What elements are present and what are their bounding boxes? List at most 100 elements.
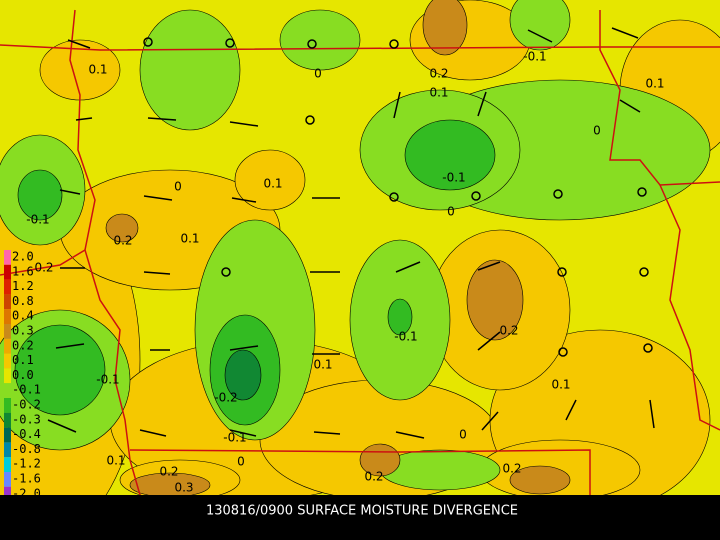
contour-label: -0.1 <box>223 431 246 445</box>
legend-swatch <box>4 412 11 428</box>
contour-label: 0.1 <box>645 77 664 91</box>
station <box>221 267 231 277</box>
contour-area <box>224 349 262 401</box>
contour-area <box>17 169 63 221</box>
wind-barb <box>229 429 257 437</box>
legend-label: -1.6 <box>12 472 41 486</box>
contour-label: 0 <box>459 428 467 442</box>
contour-label: -0.1 <box>523 50 546 64</box>
contour-area <box>279 9 361 71</box>
legend-label: 1.6 <box>12 264 34 278</box>
contour-label: 0.2 <box>364 470 383 484</box>
contour-label: 0.2 <box>499 324 518 338</box>
contour-label: 0 <box>447 205 455 219</box>
contour-label: 0.2 <box>34 261 53 275</box>
border <box>659 184 720 431</box>
station <box>225 38 235 48</box>
contour-label: 0.1 <box>551 378 570 392</box>
legend-label: -0.3 <box>12 412 41 426</box>
station <box>307 39 317 49</box>
contour-area <box>466 259 524 341</box>
contour-label: 0.2 <box>502 462 521 476</box>
border <box>129 449 591 495</box>
legend-swatch <box>4 486 11 502</box>
wind-barb <box>75 117 93 121</box>
legend-label: 2.0 <box>12 250 34 264</box>
wind-barb <box>565 399 577 421</box>
wind-barb <box>143 271 171 275</box>
wind-barb <box>477 91 487 117</box>
contour-area <box>105 213 139 243</box>
legend: 2.01.61.20.80.40.30.20.10.0-0.1-0.2-0.3-… <box>4 250 41 502</box>
contour-label: 0.2 <box>159 465 178 479</box>
contour-label: -0.2 <box>214 391 237 405</box>
station <box>643 343 653 353</box>
wind-barb <box>393 91 401 119</box>
state-borders <box>0 9 720 496</box>
contour-label: 0.3 <box>174 481 193 495</box>
legend-label: -0.4 <box>12 427 41 441</box>
station <box>553 189 563 199</box>
wind-barb <box>143 195 173 201</box>
legend-label: 0.3 <box>12 324 34 338</box>
legend-swatch <box>4 383 11 398</box>
contour-label: 0 <box>237 455 245 469</box>
legend-label: -0.2 <box>12 398 41 412</box>
legend-swatch <box>4 398 11 413</box>
legend-label: 0.8 <box>12 294 34 308</box>
station <box>143 37 153 47</box>
wind-barb <box>55 343 85 349</box>
wind-barb <box>67 39 91 49</box>
contour-label: -0.1 <box>26 213 49 227</box>
wind-barb <box>231 197 257 203</box>
legend-label: 0.0 <box>12 368 34 382</box>
station <box>305 115 315 125</box>
station <box>557 267 567 277</box>
contour-label: 0.1 <box>106 454 125 468</box>
contour-label: 0 <box>593 124 601 138</box>
legend-swatch <box>4 338 11 354</box>
station <box>558 347 568 357</box>
wind-barb <box>477 261 501 271</box>
legend-swatch <box>4 294 11 310</box>
wind-barb <box>477 331 501 351</box>
legend-swatch <box>4 250 11 265</box>
border <box>69 9 141 496</box>
wind-barb <box>395 261 421 273</box>
wind-barb <box>229 121 259 127</box>
wind-barb <box>649 399 655 429</box>
contour-area <box>139 9 241 131</box>
legend-label: -0.8 <box>12 442 41 456</box>
contour-area <box>422 0 468 56</box>
station <box>637 187 647 197</box>
wind-barb <box>59 189 81 195</box>
legend-label: 0.1 <box>12 353 34 367</box>
contour-area <box>509 0 571 51</box>
contour-area <box>387 298 413 336</box>
legend-swatch <box>4 309 11 324</box>
title-bar <box>0 495 720 540</box>
map-title: 130816/0900 SURFACE MOISTURE DIVERGENCE <box>206 504 518 519</box>
contour-label: 0.2 <box>429 67 448 81</box>
legend-label: -1.2 <box>12 457 41 471</box>
station <box>471 191 481 201</box>
contour-area <box>509 465 571 495</box>
legend-swatch <box>4 264 11 280</box>
contour-area <box>234 149 306 211</box>
legend-swatch <box>4 442 11 458</box>
contour-label: -0.1 <box>394 330 417 344</box>
legend-swatch <box>4 472 11 487</box>
wind-barb <box>395 431 425 439</box>
border <box>0 44 720 51</box>
contour-label: 0.1 <box>429 86 448 100</box>
wind-barb <box>229 345 259 351</box>
contour-label: 0.1 <box>313 358 332 372</box>
wind-barb <box>139 429 167 437</box>
wind-barb <box>619 99 641 113</box>
legend-label: -0.1 <box>12 383 41 397</box>
contour-label: 0.1 <box>88 63 107 77</box>
wind-barb <box>147 117 177 121</box>
wind-barb <box>527 29 553 43</box>
